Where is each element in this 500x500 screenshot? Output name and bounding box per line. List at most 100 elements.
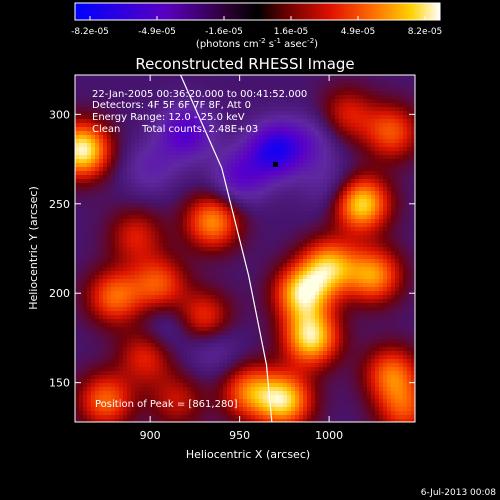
heatmap-cell [127, 279, 132, 284]
heatmap-cell [243, 115, 248, 120]
heatmap-cell [195, 219, 200, 224]
heatmap-cell [111, 295, 116, 300]
heatmap-cell [267, 175, 272, 180]
heatmap-cell [187, 207, 192, 212]
heatmap-cell [207, 359, 212, 364]
heatmap-cell [295, 359, 300, 364]
heatmap-cell [251, 239, 256, 244]
heatmap-cell [75, 191, 80, 196]
heatmap-cell [151, 259, 156, 264]
heatmap-cell [219, 247, 224, 252]
heatmap-cell [111, 167, 116, 172]
heatmap-cell [175, 415, 180, 420]
heatmap-cell [291, 111, 296, 116]
heatmap-cell [255, 399, 260, 404]
heatmap-cell [135, 183, 140, 188]
heatmap-cell [171, 219, 176, 224]
heatmap-cell [79, 371, 84, 376]
heatmap-cell [151, 419, 156, 422]
heatmap-cell [123, 227, 128, 232]
heatmap-cell [243, 183, 248, 188]
heatmap-cell [83, 323, 88, 328]
heatmap-cell [107, 175, 112, 180]
heatmap-cell [259, 159, 264, 164]
heatmap-cell [147, 327, 152, 332]
heatmap-cell [295, 219, 300, 224]
heatmap-cell [115, 111, 120, 116]
heatmap-cell [171, 127, 176, 132]
heatmap-cell [275, 295, 280, 300]
heatmap-cell [187, 155, 192, 160]
heatmap-cell [143, 391, 148, 396]
heatmap-cell [79, 119, 84, 124]
heatmap-cell [227, 231, 232, 236]
heatmap-cell [135, 103, 140, 108]
heatmap-cell [247, 123, 252, 128]
heatmap-cell [87, 123, 92, 128]
heatmap-cell [299, 199, 304, 204]
heatmap-cell [91, 331, 96, 336]
heatmap-cell [135, 243, 140, 248]
heatmap-cell [151, 267, 156, 272]
heatmap-cell [271, 367, 276, 372]
heatmap-cell [163, 347, 168, 352]
heatmap-cell [147, 131, 152, 136]
heatmap-cell [75, 415, 80, 420]
heatmap-cell [95, 247, 100, 252]
heatmap-cell [235, 143, 240, 148]
heatmap-cell [131, 331, 136, 336]
heatmap-cell [123, 167, 128, 172]
heatmap-cell [95, 283, 100, 288]
heatmap-cell [239, 263, 244, 268]
heatmap-cell [107, 183, 112, 188]
heatmap-cell [231, 367, 236, 372]
heatmap-cell [151, 199, 156, 204]
heatmap-cell [139, 195, 144, 200]
heatmap-cell [179, 131, 184, 136]
heatmap-cell [143, 327, 148, 332]
heatmap-cell [115, 171, 120, 176]
heatmap-cell [219, 151, 224, 156]
heatmap-cell [183, 283, 188, 288]
heatmap-cell [147, 235, 152, 240]
heatmap-cell [107, 331, 112, 336]
heatmap-cell [211, 375, 216, 380]
heatmap-cell [215, 183, 220, 188]
heatmap-cell [179, 379, 184, 384]
heatmap-cell [183, 355, 188, 360]
heatmap-cell [243, 319, 248, 324]
heatmap-cell [151, 271, 156, 276]
heatmap-cell [123, 275, 128, 280]
heatmap-cell [271, 239, 276, 244]
heatmap-cell [179, 343, 184, 348]
heatmap-cell [187, 159, 192, 164]
heatmap-cell [115, 391, 120, 396]
heatmap-cell [151, 339, 156, 344]
heatmap-cell [107, 323, 112, 328]
heatmap-cell [187, 107, 192, 112]
heatmap-cell [287, 95, 292, 100]
heatmap-cell [159, 91, 164, 96]
heatmap-cell [243, 339, 248, 344]
heatmap-cell [99, 223, 104, 228]
heatmap-cell [99, 307, 104, 312]
heatmap-cell [235, 235, 240, 240]
heatmap-cell [179, 175, 184, 180]
heatmap-cell [199, 399, 204, 404]
heatmap-cell [299, 339, 304, 344]
heatmap-cell [267, 323, 272, 328]
heatmap-cell [135, 379, 140, 384]
heatmap-cell [263, 279, 268, 284]
heatmap-cell [159, 167, 164, 172]
heatmap-cell [171, 379, 176, 384]
heatmap-cell [143, 351, 148, 356]
heatmap-cell [199, 271, 204, 276]
heatmap-cell [303, 95, 308, 100]
heatmap-cell [247, 283, 252, 288]
heatmap-cell [219, 339, 224, 344]
heatmap-cell [123, 231, 128, 236]
heatmap-cell [187, 399, 192, 404]
heatmap-cell [103, 187, 108, 192]
heatmap-cell [187, 391, 192, 396]
heatmap-cell [163, 207, 168, 212]
